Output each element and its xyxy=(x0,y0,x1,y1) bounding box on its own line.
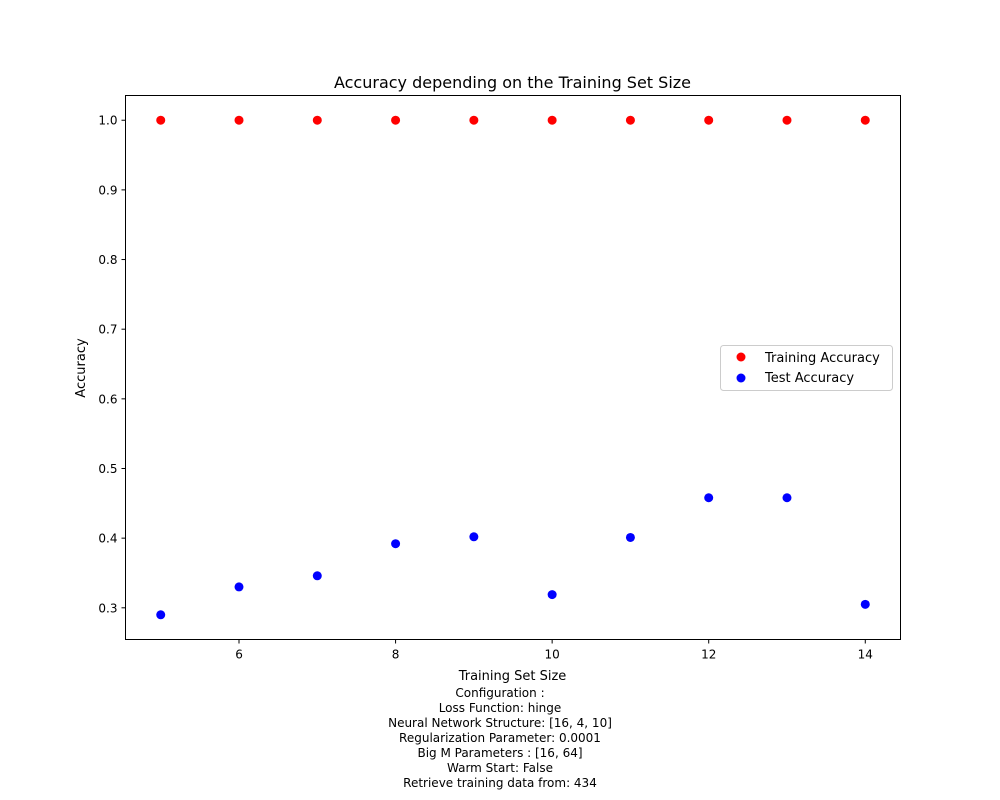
accuracy-scatter-chart: Accuracy depending on the Training Set S… xyxy=(74,73,901,684)
legend-label-training: Training Accuracy xyxy=(764,351,880,366)
training-accuracy-point xyxy=(312,115,322,125)
y-tick-label: 0.8 xyxy=(98,253,117,267)
y-tick-label: 0.3 xyxy=(98,601,117,615)
test-accuracy-point xyxy=(547,590,557,600)
test-accuracy-point xyxy=(156,610,166,620)
caption-line-training-data: Retrieve training data from: 434 xyxy=(403,776,597,790)
test-accuracy-point xyxy=(312,571,322,581)
training-accuracy-point xyxy=(547,115,557,125)
y-tick-label: 0.6 xyxy=(98,392,117,406)
training-accuracy-point xyxy=(391,115,401,125)
y-tick-label: 0.5 xyxy=(98,462,117,476)
training-accuracy-point xyxy=(704,115,714,125)
y-tick-label: 1.0 xyxy=(98,114,117,128)
caption-line-network-structure: Neural Network Structure: [16, 4, 10] xyxy=(388,716,612,730)
x-tick-label: 14 xyxy=(858,648,873,662)
training-accuracy-point xyxy=(782,115,792,125)
x-tick-label: 8 xyxy=(392,648,400,662)
test-accuracy-point xyxy=(391,539,401,549)
test-accuracy-point xyxy=(782,493,792,503)
test-accuracy-point xyxy=(860,599,870,609)
training-accuracy-point xyxy=(625,115,635,125)
test-accuracy-point xyxy=(469,532,479,542)
training-accuracy-point xyxy=(860,115,870,125)
training-accuracy-point xyxy=(469,115,479,125)
caption-line-big-m: Big M Parameters : [16, 64] xyxy=(417,746,583,760)
legend-marker-training xyxy=(736,352,746,362)
training-accuracy-point xyxy=(156,115,166,125)
legend-marker-test xyxy=(736,373,746,383)
legend: Training Accuracy Test Accuracy xyxy=(720,345,893,391)
caption-line-configuration: Configuration : xyxy=(455,686,545,700)
test-accuracy-point xyxy=(234,582,244,592)
x-tick-label: 10 xyxy=(545,648,560,662)
y-tick-label: 0.7 xyxy=(98,323,117,337)
configuration-caption: Configuration : Loss Function: hinge Neu… xyxy=(0,686,1000,791)
x-tick-label: 12 xyxy=(701,648,716,662)
caption-line-warm-start: Warm Start: False xyxy=(447,761,553,775)
y-tick-label: 0.4 xyxy=(98,532,117,546)
caption-line-regularization: Regularization Parameter: 0.0001 xyxy=(399,731,601,745)
x-axis-label: Training Set Size xyxy=(458,669,567,684)
test-accuracy-point xyxy=(704,493,714,503)
test-accuracy-point xyxy=(625,532,635,542)
caption-line-loss-function: Loss Function: hinge xyxy=(438,701,562,715)
chart-title: Accuracy depending on the Training Set S… xyxy=(334,73,691,92)
legend-label-test: Test Accuracy xyxy=(764,371,854,386)
x-tick-label: 6 xyxy=(235,648,243,662)
y-tick-label: 0.9 xyxy=(98,183,117,197)
training-accuracy-point xyxy=(234,115,244,125)
y-axis-label: Accuracy xyxy=(74,338,89,398)
legend-box xyxy=(720,345,893,391)
plot-frame xyxy=(125,95,901,640)
